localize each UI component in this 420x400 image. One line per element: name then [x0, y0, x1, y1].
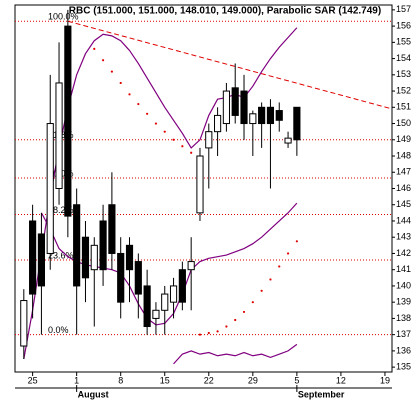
candle-body — [90, 244, 98, 271]
fib-label: 0.0% — [48, 325, 69, 335]
y-tick-label: 152 — [396, 85, 411, 95]
candle-body — [249, 113, 257, 125]
sar-dot — [110, 70, 113, 73]
candle-body — [117, 252, 125, 303]
y-tick-label: 140 — [396, 280, 411, 290]
y-tick-label: 151 — [396, 102, 411, 112]
y-tick-label: 153 — [396, 69, 411, 79]
y-tick-label: 137 — [396, 329, 411, 339]
candle-body — [178, 269, 186, 303]
fib-label: 23.6% — [48, 250, 74, 260]
candle-body — [73, 204, 81, 287]
x-tick-label: 5 — [294, 375, 299, 385]
sar-dot — [137, 102, 140, 106]
y-tick-label: 142 — [396, 248, 411, 258]
x-tick-label: 22 — [204, 375, 214, 385]
y-tick-label: 148 — [396, 150, 411, 160]
candle-body — [240, 90, 248, 125]
x-tick-label: 15 — [160, 375, 170, 385]
y-tick-label: 139 — [396, 297, 411, 307]
candle-body — [55, 82, 63, 189]
y-tick-label: 145 — [396, 199, 411, 209]
y-tick-label: 141 — [396, 264, 411, 274]
y-tick-label: 150 — [396, 118, 411, 128]
sar-dot — [242, 310, 246, 314]
candle-body — [37, 233, 46, 287]
candle-body — [134, 261, 142, 295]
candle-body — [214, 114, 222, 133]
month-label: August — [78, 389, 109, 399]
candle-body — [108, 204, 116, 254]
y-tick-label: 143 — [396, 232, 411, 242]
sar-dot — [146, 112, 149, 115]
sar-dot — [101, 59, 105, 62]
candle-body — [143, 285, 151, 328]
sar-dot — [295, 240, 298, 243]
sar-dot — [234, 318, 237, 322]
candle-body — [20, 300, 28, 347]
x-tick-label: 12 — [336, 375, 346, 385]
y-tick-label: 149 — [396, 134, 411, 144]
candle-body — [161, 293, 169, 311]
y-tick-label: 154 — [396, 53, 411, 63]
candle-body — [187, 261, 195, 271]
y-tick-label: 146 — [396, 183, 411, 193]
sar-dot — [163, 130, 166, 133]
candle-body — [64, 25, 72, 217]
sar-dot — [128, 93, 131, 96]
candle-body — [231, 87, 239, 116]
sar-dot — [269, 278, 272, 281]
fib-label: 100.0% — [48, 12, 79, 22]
y-tick-label: 156 — [396, 20, 411, 30]
x-tick-label: 1 — [74, 375, 79, 385]
sar-dot — [172, 138, 175, 141]
candle-body — [284, 137, 292, 144]
sar-dot — [190, 151, 193, 154]
chart-title: RBC (151.000, 151.000, 148.010, 149.000)… — [69, 6, 381, 17]
candle-body — [29, 220, 37, 295]
y-tick-label: 135 — [396, 362, 411, 372]
sar-dot — [93, 47, 96, 50]
candle-body — [169, 285, 178, 303]
fib-label: 38.2% — [48, 205, 74, 215]
sar-dot — [286, 252, 290, 255]
sar-dot — [154, 122, 158, 125]
candle-body — [293, 106, 301, 141]
candle-body — [196, 155, 204, 214]
candle-body — [152, 309, 160, 319]
candle-body — [81, 236, 90, 279]
candle-body — [266, 106, 275, 125]
candle-body — [275, 110, 283, 121]
sar-dot — [198, 333, 202, 336]
candle-body — [222, 90, 230, 125]
candle-body — [46, 123, 54, 254]
band-line — [173, 343, 298, 365]
x-tick-label: 8 — [118, 375, 123, 385]
month-label: September — [298, 389, 345, 399]
candle-body — [99, 220, 107, 271]
sar-dot — [251, 301, 254, 304]
candle-body — [125, 244, 134, 271]
y-tick-label: 157 — [396, 4, 411, 14]
x-tick-label: 29 — [248, 375, 258, 385]
sar-dot — [207, 331, 210, 335]
x-tick-label: 25 — [28, 375, 38, 385]
x-tick-label: 19 — [380, 375, 390, 385]
sar-dot — [216, 330, 219, 333]
y-tick-label: 138 — [396, 313, 411, 323]
sar-dot — [225, 325, 228, 328]
y-tick-label: 147 — [396, 167, 411, 177]
y-tick-label: 144 — [396, 215, 411, 225]
sar-dot — [119, 81, 122, 85]
sar-dot — [181, 145, 184, 148]
sar-dot — [278, 265, 281, 268]
y-tick-label: 155 — [396, 37, 411, 47]
sar-dot — [260, 289, 263, 292]
y-tick-label: 136 — [396, 345, 411, 355]
candle-body — [258, 106, 266, 125]
candle-body — [205, 131, 213, 149]
